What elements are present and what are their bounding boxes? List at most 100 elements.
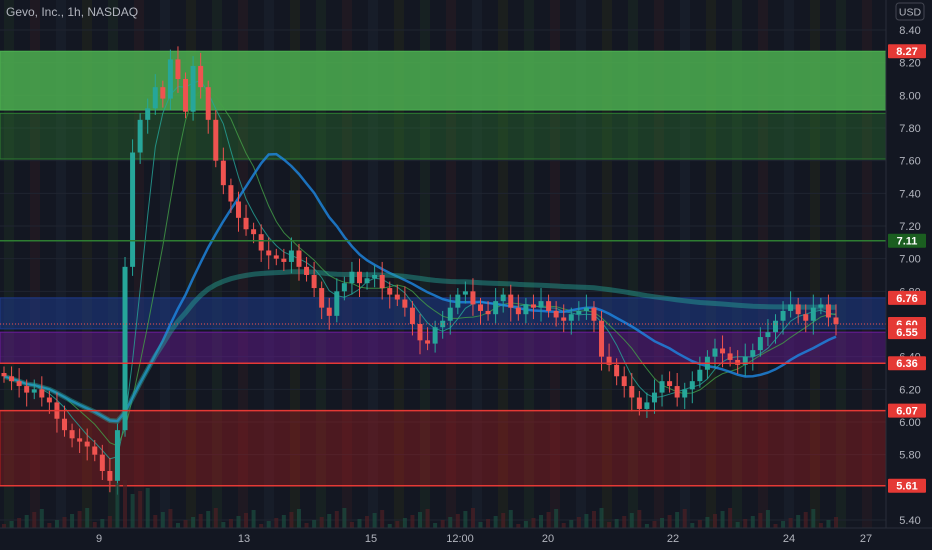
- candle-body: [130, 152, 136, 267]
- candle-body: [9, 376, 15, 382]
- candle-body: [205, 87, 211, 120]
- currency-label: USD: [899, 7, 922, 19]
- volume-bar: [206, 511, 211, 528]
- candle-body: [765, 332, 771, 338]
- price-tick-label: 8.20: [899, 58, 920, 70]
- moving-average-line: [3, 80, 837, 460]
- volume-bar: [539, 515, 544, 528]
- price-labels: 8.277.116.766.606.556.366.075.61: [888, 44, 926, 493]
- candle-body: [478, 304, 484, 311]
- volume-bar: [433, 523, 438, 528]
- candle-body: [341, 283, 347, 292]
- volume-bar: [153, 515, 158, 528]
- volume-bar: [24, 515, 29, 528]
- candle-body: [326, 307, 332, 316]
- price-label-text: 5.61: [896, 481, 917, 493]
- volume-bar: [244, 513, 249, 528]
- candle-body: [152, 87, 158, 109]
- candle-body: [485, 310, 491, 315]
- volume-bar: [39, 509, 44, 528]
- session-band: [498, 0, 508, 528]
- candle-body: [659, 381, 665, 393]
- volume-bar: [644, 524, 649, 528]
- zone-rect: [0, 410, 887, 487]
- volume-bar: [17, 518, 22, 528]
- volume-bar: [319, 517, 324, 528]
- candle-body: [409, 307, 415, 324]
- volume-bar: [395, 521, 400, 528]
- candle-body: [304, 266, 310, 275]
- volume-layer: [2, 480, 838, 528]
- volume-bar: [561, 523, 566, 528]
- candle-body: [432, 327, 438, 344]
- volume-bar: [463, 511, 468, 528]
- candle-body: [235, 201, 241, 218]
- candle-body: [213, 119, 219, 161]
- volume-bar: [357, 519, 362, 528]
- volume-bar: [501, 513, 506, 528]
- candle-body: [561, 317, 567, 321]
- volume-bar: [418, 512, 422, 528]
- session-band: [732, 0, 742, 528]
- session-band: [160, 0, 170, 528]
- volume-bar: [312, 520, 317, 528]
- volume-bar: [289, 512, 294, 528]
- candle-body: [281, 258, 287, 262]
- candle-body: [31, 389, 37, 393]
- time-tick-label: 13: [238, 533, 250, 545]
- candle-body: [712, 348, 718, 357]
- candle-body: [114, 430, 120, 481]
- candle-body: [530, 304, 536, 308]
- volume-bar: [773, 524, 778, 528]
- volume-bar: [675, 512, 680, 528]
- candle-body: [735, 359, 741, 365]
- volume-bar: [803, 512, 808, 528]
- price-label-tag: [888, 403, 926, 418]
- candle-body: [651, 392, 657, 403]
- price-label-tag: [888, 356, 926, 371]
- volume-bar: [448, 517, 453, 528]
- volume-bar: [796, 515, 801, 528]
- volume-bar: [410, 515, 415, 528]
- price-label-tag: [888, 478, 926, 493]
- levels-layer: [0, 239, 886, 487]
- volume-bar: [682, 509, 687, 528]
- volume-bar: [765, 510, 770, 528]
- volume-bar: [637, 510, 642, 528]
- candle-body: [364, 278, 370, 284]
- price-tick-label: 5.40: [899, 515, 920, 527]
- candle-body: [77, 438, 83, 442]
- candle-body: [62, 418, 68, 431]
- volume-bar: [758, 513, 763, 528]
- price-tick-label: 7.20: [899, 221, 920, 233]
- volume-bar: [100, 519, 105, 528]
- volume-bar: [62, 517, 67, 528]
- candle-body: [833, 317, 839, 324]
- volume-bar: [712, 514, 717, 528]
- candle-body: [810, 307, 816, 321]
- time-tick-label: 15: [365, 533, 377, 545]
- volume-bar: [599, 508, 604, 528]
- candle-body: [440, 320, 446, 328]
- session-band: [706, 0, 716, 528]
- volume-bar: [402, 518, 407, 528]
- volume-bar: [826, 520, 831, 528]
- currency-badge[interactable]: [895, 2, 925, 21]
- candle-body: [682, 389, 688, 398]
- candle-body: [727, 353, 733, 360]
- candle-body: [455, 294, 461, 308]
- volume-bar: [546, 512, 551, 528]
- candle-body: [803, 314, 809, 321]
- session-band: [628, 0, 638, 528]
- volume-bar: [818, 523, 823, 528]
- moving-average-line: [3, 90, 837, 447]
- volume-bar: [342, 508, 347, 528]
- time-axis[interactable]: 9 13 15 12:00 20 22 24 27: [96, 533, 872, 545]
- volume-bar: [138, 491, 143, 528]
- volume-bar: [455, 514, 460, 528]
- candle-body: [24, 386, 30, 393]
- volume-bar: [735, 522, 740, 528]
- volume-bar: [145, 488, 150, 528]
- volume-bar: [629, 513, 634, 528]
